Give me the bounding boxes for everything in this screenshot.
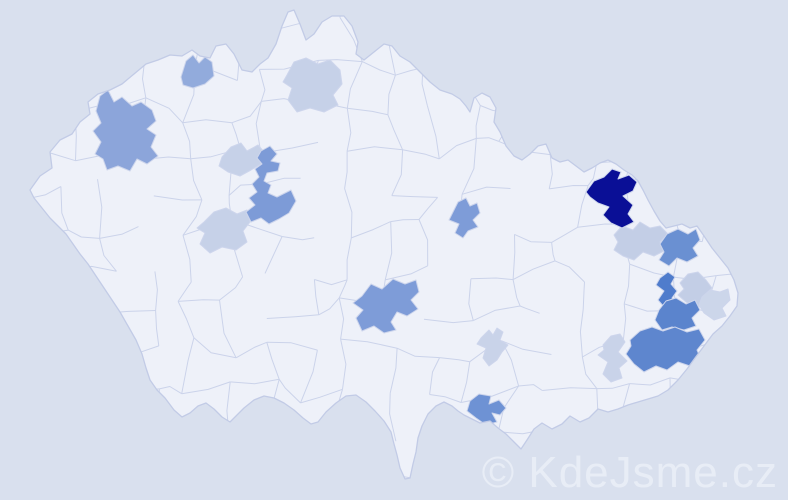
highlighted-district-region-medium-03[interactable] (245, 145, 297, 225)
highlighted-district-region-medium-04[interactable] (352, 278, 420, 334)
country-outline (29, 9, 739, 480)
highlighted-district-region-medium-01[interactable] (180, 54, 215, 89)
highlighted-district-region-max-01[interactable] (585, 168, 638, 229)
highlighted-district-region-medium-05[interactable] (448, 197, 481, 239)
highlighted-district-region-light-05[interactable] (476, 327, 509, 367)
highlighted-district-region-light-06[interactable] (597, 333, 628, 383)
highlighted-district-region-light-01[interactable] (282, 57, 343, 113)
highlighted-district-region-light-03[interactable] (196, 207, 251, 254)
highlighted-district-region-medium-02[interactable] (92, 89, 159, 172)
highlighted-district-region-medium-06[interactable] (466, 393, 507, 426)
highlighted-district-region-strong-03[interactable] (654, 297, 701, 331)
watermark-text: © KdeJsme.cz (482, 448, 778, 497)
highlighted-district-region-strong-01[interactable] (658, 228, 701, 267)
highlighted-district-region-light-08[interactable] (698, 288, 731, 321)
